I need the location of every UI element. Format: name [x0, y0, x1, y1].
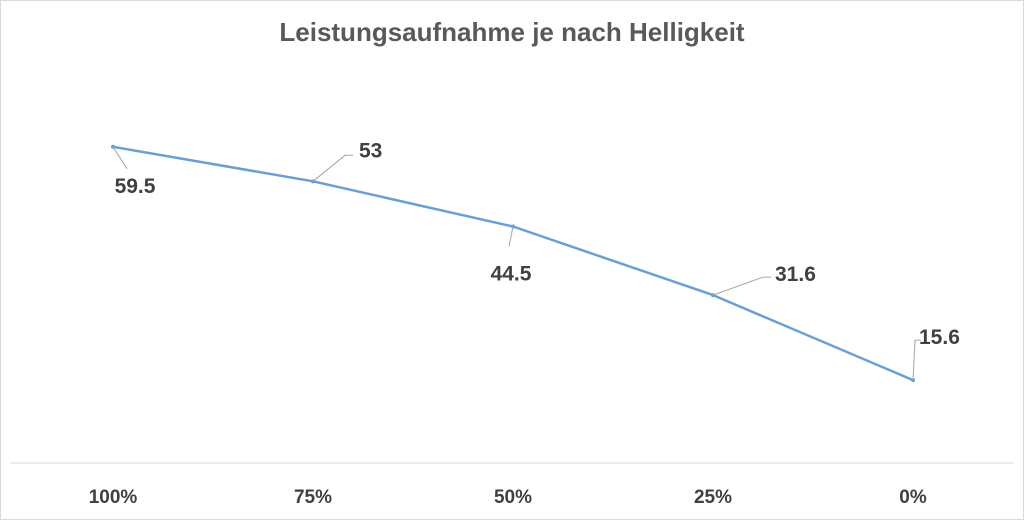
data-label: 44.5 [491, 263, 532, 286]
data-label: 59.5 [115, 175, 156, 198]
data-label-leader-line [312, 154, 353, 182]
data-label: 53 [359, 139, 382, 162]
x-tick-label: 100% [89, 487, 138, 508]
x-tick-label: 50% [494, 487, 532, 508]
data-label-layer: 59.5 53 44.5 31.6 15.6 [115, 139, 960, 349]
data-label: 31.6 [775, 263, 816, 286]
leader-line-layer [112, 146, 921, 381]
data-label: 15.6 [919, 326, 960, 349]
x-tick-layer: 100% 75% 50% 25% 0% [89, 487, 927, 508]
data-label-leader-line [112, 146, 128, 170]
chart-title: Leistungsaufnahme je nach Helligkeit [279, 17, 745, 47]
x-tick-label: 75% [294, 487, 332, 508]
data-label-leader-line [712, 276, 771, 296]
data-label-leader-line [912, 339, 921, 381]
data-label-leader-line [508, 226, 514, 247]
x-tick-label: 25% [694, 487, 732, 508]
x-tick-label: 0% [899, 487, 927, 508]
